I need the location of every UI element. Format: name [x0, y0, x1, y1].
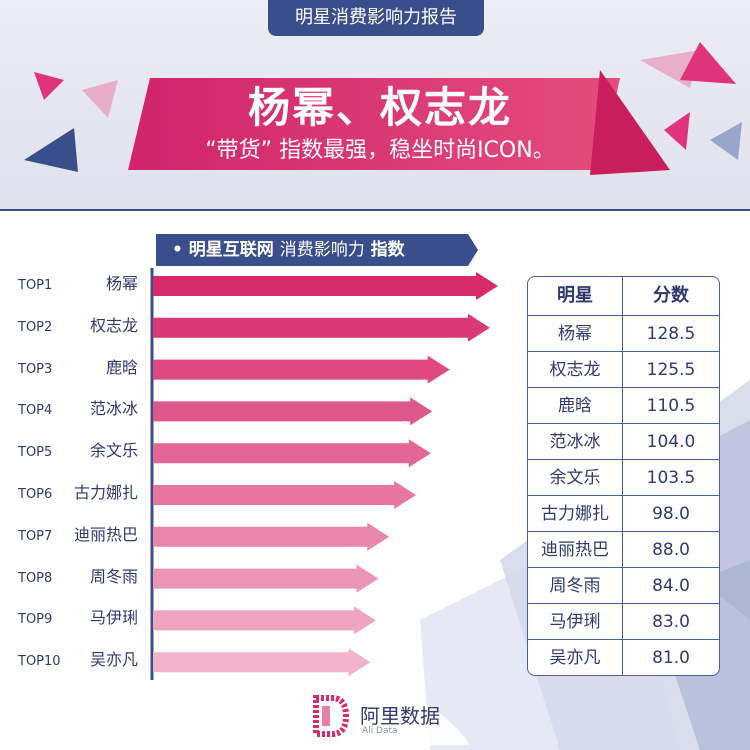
- category-label: 周冬雨: [89, 566, 138, 586]
- table-cell-star: 鹿晗: [528, 388, 623, 424]
- table-header-row: 明星 分数: [528, 277, 719, 315]
- table-cell-score: 83.0: [652, 612, 690, 632]
- rank-label: TOP3: [18, 361, 53, 377]
- bar-8: [153, 564, 379, 593]
- table-row: 马伊琍 83.0: [528, 603, 719, 640]
- table-cell-score: 84.0: [652, 576, 690, 596]
- rank-label: TOP1: [18, 278, 53, 293]
- table-cell-score: 81.0: [652, 648, 690, 668]
- section-label: • 明星互联网 消费影响力 指数: [156, 234, 405, 266]
- category-label: 杨幂: [105, 274, 138, 293]
- table-header-star: 明星: [528, 277, 623, 315]
- category-label: 余文乐: [89, 441, 138, 461]
- rank-label: TOP9: [18, 612, 53, 628]
- title-banner: [128, 78, 620, 170]
- table-cell-star: 迪丽热巴: [528, 532, 623, 568]
- report-tag: 明星消费影响力报告: [268, 0, 484, 36]
- table-cell-star: 马伊琍: [528, 604, 623, 640]
- bar-1: [153, 272, 498, 300]
- rank-label: TOP5: [18, 445, 53, 461]
- table-row: 周冬雨 84.0: [528, 567, 719, 604]
- table-cell-star: 杨幂: [528, 316, 623, 352]
- bar-9: [153, 606, 376, 635]
- table-row: 范冰冰 104.0: [528, 423, 719, 460]
- rank-label: TOP2: [18, 319, 53, 335]
- logo-text: 阿里数据: [360, 704, 440, 728]
- table-cell-score: 110.5: [646, 396, 696, 416]
- banner-subtitle: “带货” 指数最强，稳坐时尚ICON。: [205, 138, 555, 163]
- score-table: 明星 分数 杨幂 128.5 权志龙 125.5 鹿晗 110.5 范冰冰 104.0 余文乐 1…: [527, 276, 720, 676]
- table-cell-star: 吴亦凡: [528, 640, 623, 675]
- section-tab: [156, 234, 478, 266]
- table-row: 余文乐 103.5: [528, 459, 719, 496]
- table-cell-score: 98.0: [652, 504, 690, 524]
- table-row: 吴亦凡 81.0: [528, 639, 719, 675]
- table-row: 迪丽热巴 88.0: [528, 531, 719, 568]
- table-cell-score: 103.5: [646, 468, 696, 488]
- bar-6: [153, 481, 417, 509]
- category-label: 古力娜扎: [73, 483, 138, 502]
- section-label-bold: 明星互联网: [188, 240, 274, 260]
- table-row: 鹿晗 110.5: [528, 387, 719, 424]
- bar-10: [153, 648, 371, 677]
- table-row: 古力娜扎 98.0: [528, 495, 719, 532]
- rank-label: TOP4: [18, 403, 53, 419]
- table-cell-score: 104.0: [646, 432, 696, 452]
- bar-7: [153, 522, 390, 551]
- section-label-end: 指数: [370, 240, 405, 260]
- category-label: 范冰冰: [89, 399, 138, 419]
- bar-4: [153, 397, 433, 426]
- category-label: 迪丽热巴: [73, 524, 138, 544]
- category-label: 马伊琍: [89, 608, 138, 628]
- table-cell-star: 周冬雨: [528, 568, 623, 604]
- table-cell-star: 权志龙: [528, 352, 623, 388]
- category-label: 吴亦凡: [89, 650, 138, 670]
- bar-5: [153, 439, 431, 468]
- rank-label: TOP8: [18, 570, 53, 586]
- table-cell-star: 余文乐: [528, 460, 623, 496]
- bar-2: [153, 313, 490, 342]
- category-label: 权志龙: [89, 315, 138, 335]
- section-label-thin: 消费影响力: [279, 240, 365, 260]
- logo-mark-icon: [312, 695, 350, 737]
- table-header-score: 分数: [653, 285, 689, 306]
- table-row: 杨幂 128.5: [528, 315, 719, 352]
- table-cell-star: 范冰冰: [528, 424, 623, 460]
- category-label: 鹿晗: [105, 357, 138, 377]
- table-cell-star: 古力娜扎: [528, 496, 623, 532]
- rank-label: TOP10: [18, 654, 61, 670]
- ali-data-logo: [312, 695, 350, 737]
- table-cell-score: 88.0: [652, 540, 690, 560]
- logo-subtext: Ali Data: [362, 726, 398, 736]
- table-cell-score: 128.5: [646, 324, 696, 344]
- bar-3: [153, 355, 450, 384]
- rank-label: TOP7: [18, 528, 53, 544]
- table-cell-score: 125.5: [646, 360, 696, 380]
- table-row: 权志龙 125.5: [528, 351, 719, 388]
- section-bullet: •: [172, 240, 183, 260]
- rank-label: TOP6: [18, 487, 53, 502]
- banner-title: 杨幂、权志龙: [247, 83, 512, 132]
